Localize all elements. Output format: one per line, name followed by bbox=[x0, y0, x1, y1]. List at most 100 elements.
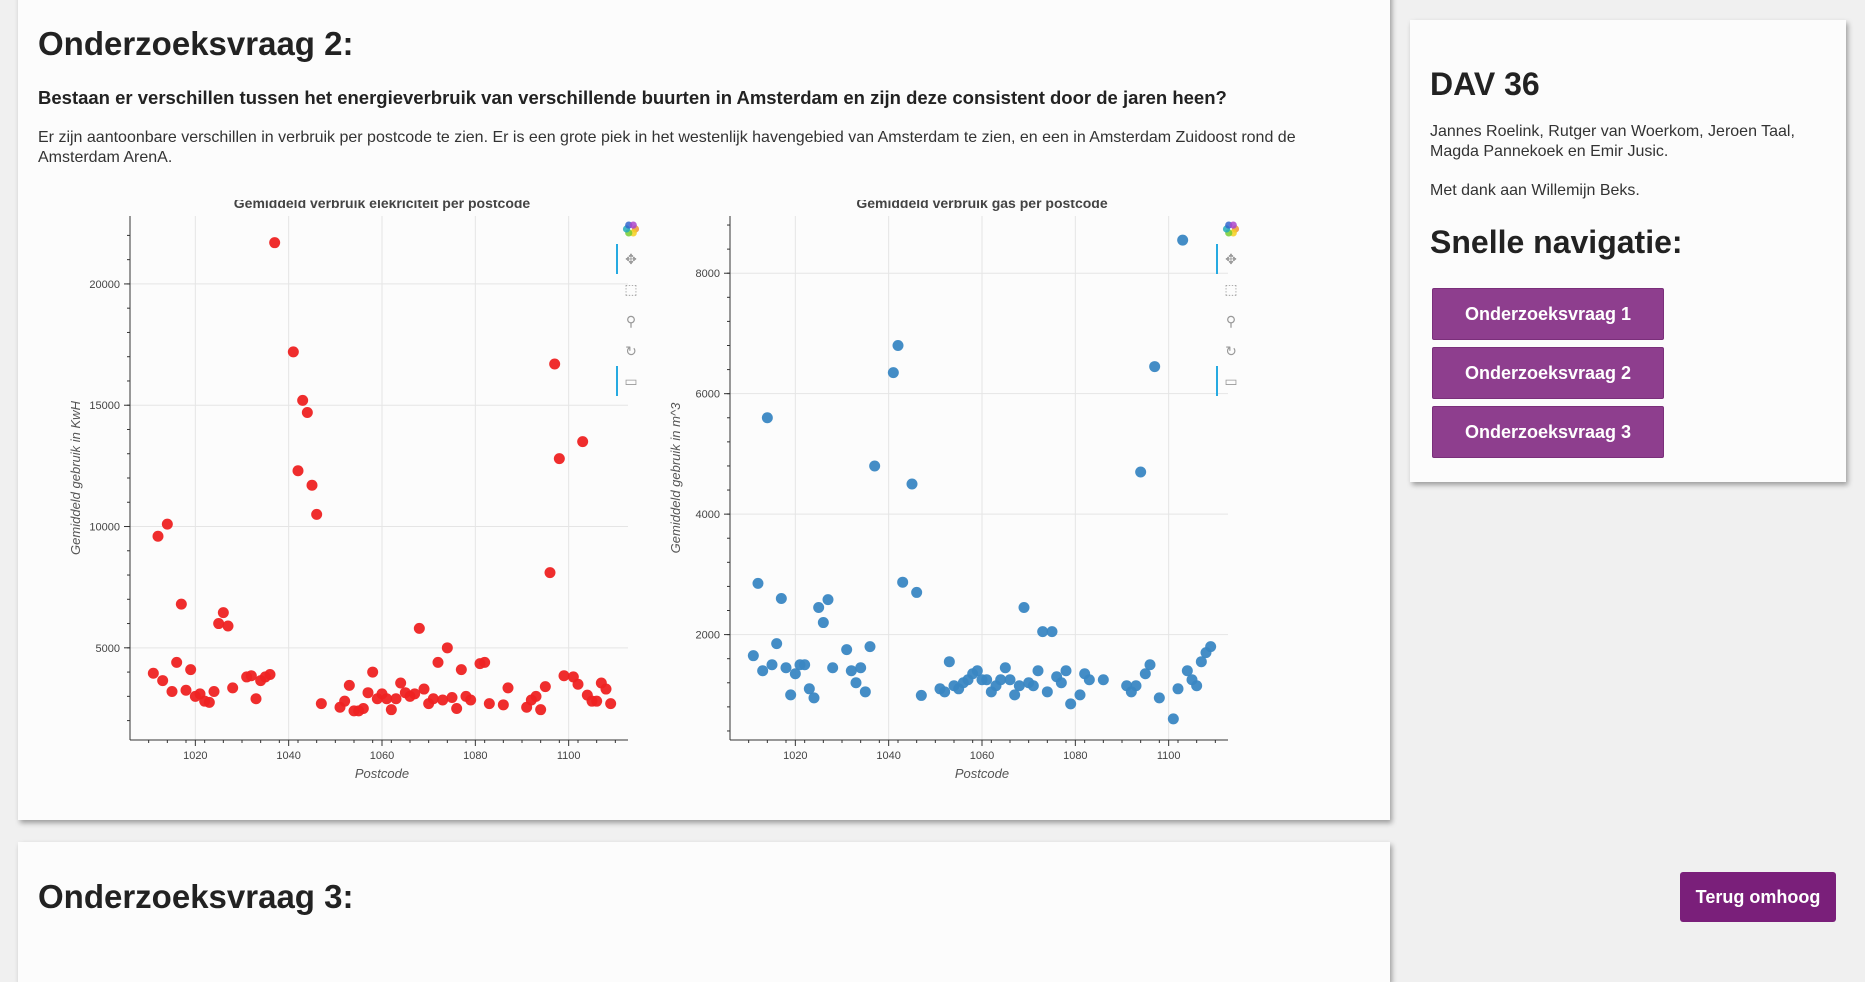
x-tick-label: 1080 bbox=[1063, 750, 1087, 762]
chart-svg: 1020 1040 1060 1080 1100 5000 10000 15000 20000 G… bbox=[68, 200, 628, 781]
gas-plot[interactable]: 1020 1040 1060 1080 1100 2000 4000 6000 8000 Gemi… bbox=[638, 200, 1228, 790]
data-point bbox=[409, 688, 421, 700]
data-point bbox=[301, 407, 313, 418]
data-point bbox=[845, 665, 857, 677]
data-point bbox=[217, 607, 229, 619]
data-point bbox=[999, 662, 1011, 674]
box-zoom-icon[interactable]: ⬚ bbox=[624, 280, 638, 297]
sidebar-card: DAV 36 Jannes Roelink, Rutger van Woerko… bbox=[1410, 20, 1846, 482]
data-point bbox=[432, 656, 444, 668]
data-point bbox=[897, 576, 909, 588]
data-point bbox=[591, 695, 603, 707]
data-point bbox=[1074, 689, 1086, 701]
data-point bbox=[413, 622, 425, 634]
data-point bbox=[390, 693, 402, 705]
data-point bbox=[1041, 686, 1053, 698]
data-point bbox=[1004, 674, 1016, 686]
data-point bbox=[339, 695, 351, 707]
data-point bbox=[147, 667, 159, 679]
data-point bbox=[455, 664, 467, 676]
thanks-text: Met dank aan Willemijn Beks. bbox=[1430, 182, 1640, 199]
data-point bbox=[1027, 680, 1039, 692]
y-tick-label: 2000 bbox=[696, 630, 720, 642]
data-point bbox=[911, 586, 923, 598]
data-point bbox=[311, 508, 323, 520]
data-point bbox=[446, 692, 458, 704]
data-point bbox=[803, 683, 815, 695]
data-point bbox=[152, 530, 164, 542]
pan-icon[interactable]: ✥ bbox=[1216, 244, 1242, 274]
data-point bbox=[785, 689, 797, 701]
data-point bbox=[427, 693, 439, 705]
wheel-zoom-icon[interactable]: ⚲ bbox=[625, 312, 637, 329]
data-point bbox=[157, 675, 169, 687]
data-point bbox=[483, 698, 495, 710]
data-point bbox=[558, 670, 570, 682]
data-point bbox=[752, 577, 764, 589]
chart-svg: 1020 1040 1060 1080 1100 2000 4000 6000 8000 Gemi… bbox=[668, 200, 1228, 781]
hover-icon[interactable]: ▭ bbox=[1216, 366, 1242, 396]
nav-button-q3[interactable]: Onderzoeksvraag 3 bbox=[1432, 406, 1664, 458]
data-point bbox=[1083, 674, 1095, 686]
data-point bbox=[813, 601, 825, 613]
data-point bbox=[1032, 665, 1044, 677]
data-point bbox=[539, 681, 551, 693]
authors-text: Jannes Roelink, Rutger van Woerkom, Jero… bbox=[1430, 123, 1795, 160]
data-point bbox=[549, 358, 561, 370]
data-point bbox=[808, 692, 820, 704]
data-point bbox=[1009, 689, 1021, 701]
data-point bbox=[1167, 713, 1179, 725]
bokeh-logo-icon[interactable] bbox=[620, 218, 642, 240]
data-point bbox=[1046, 626, 1058, 638]
wheel-zoom-icon[interactable]: ⚲ bbox=[1225, 312, 1237, 329]
back-to-top-button[interactable]: Terug omhoog bbox=[1680, 872, 1836, 922]
x-axis-label: Postcode bbox=[955, 766, 1009, 781]
data-point bbox=[544, 567, 556, 579]
box-zoom-icon[interactable]: ⬚ bbox=[1224, 280, 1238, 297]
data-point bbox=[780, 662, 792, 674]
data-point bbox=[600, 683, 612, 695]
data-point bbox=[605, 698, 617, 710]
data-point bbox=[1144, 659, 1156, 671]
pan-icon[interactable]: ✥ bbox=[616, 244, 642, 274]
data-point bbox=[418, 683, 430, 695]
data-point bbox=[1172, 683, 1184, 695]
electricity-plot[interactable]: 1020 1040 1060 1080 1100 5000 10000 15000 20000 G… bbox=[38, 200, 628, 790]
data-point bbox=[166, 685, 178, 697]
data-point bbox=[222, 620, 234, 632]
data-point bbox=[1139, 668, 1151, 680]
data-point bbox=[1130, 680, 1142, 692]
data-point bbox=[250, 693, 262, 705]
data-point bbox=[915, 689, 927, 701]
data-point bbox=[572, 678, 584, 690]
data-point bbox=[553, 453, 565, 465]
data-point bbox=[1013, 680, 1025, 692]
data-point bbox=[971, 665, 983, 677]
data-point bbox=[465, 694, 477, 706]
x-tick-label: 1100 bbox=[557, 750, 581, 762]
data-point bbox=[227, 682, 239, 694]
nav-button-q2[interactable]: Onderzoeksvraag 2 bbox=[1432, 347, 1664, 399]
data-point bbox=[887, 367, 899, 379]
nav-button-q1[interactable]: Onderzoeksvraag 1 bbox=[1432, 288, 1664, 340]
data-point bbox=[1097, 674, 1109, 686]
data-point bbox=[287, 346, 299, 358]
data-point bbox=[789, 668, 801, 680]
y-tick-label: 20000 bbox=[89, 279, 120, 291]
data-point bbox=[1177, 234, 1189, 246]
data-point bbox=[395, 677, 407, 689]
data-point bbox=[771, 638, 783, 650]
data-point bbox=[367, 666, 379, 678]
data-point bbox=[180, 684, 192, 696]
hover-icon[interactable]: ▭ bbox=[616, 366, 642, 396]
data-point bbox=[1055, 677, 1067, 689]
data-point bbox=[381, 693, 393, 705]
reset-icon[interactable]: ↻ bbox=[625, 342, 637, 359]
answer-text: Er zijn aantoonbare verschillen in verbr… bbox=[38, 129, 1296, 166]
y-tick-label: 5000 bbox=[96, 643, 120, 655]
bokeh-logo-icon[interactable] bbox=[1220, 218, 1242, 240]
x-tick-label: 1020 bbox=[783, 750, 807, 762]
data-point bbox=[1149, 361, 1161, 373]
next-section-card: Onderzoeksvraag 3: bbox=[18, 842, 1390, 982]
reset-icon[interactable]: ↻ bbox=[1225, 342, 1237, 359]
